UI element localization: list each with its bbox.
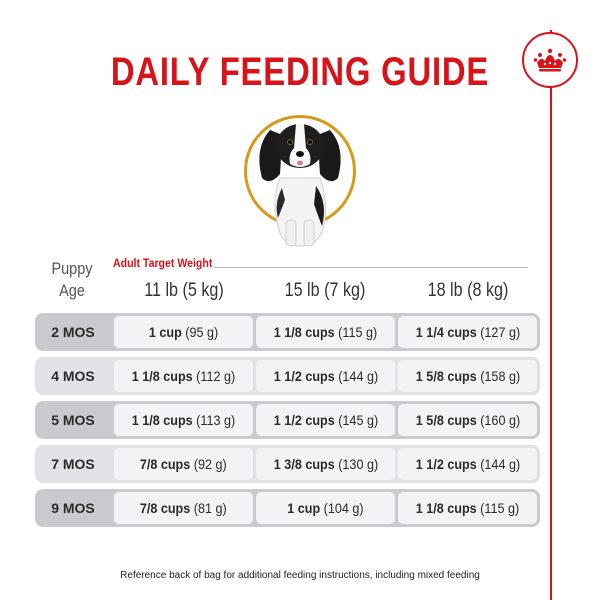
table-row: 5 MOS 1 1/8 cups (113 g) 1 1/2 cups (145… [35,401,540,439]
feeding-cell: 1 cup (104 g) [256,492,395,524]
row-age-label: 9 MOS [51,500,95,516]
puppy-age-header: Puppy Age [51,259,93,300]
feeding-cell: 7/8 cups (81 g) [114,492,253,524]
column-header-11lb: 11 lb (5 kg) [144,280,224,301]
table-row: 7 MOS 7/8 cups (92 g) 1 3/8 cups (130 g)… [35,445,540,483]
adult-target-weight-rule [214,267,528,268]
adult-target-weight-label: Adult Target Weight [113,256,213,270]
column-header-15lb: 15 lb (7 kg) [284,280,366,301]
feeding-cell: 1 1/8 cups (113 g) [114,404,253,436]
feeding-cell: 1 1/8 cups (115 g) [256,316,395,348]
feeding-cell: 1 1/2 cups (145 g) [256,404,395,436]
feeding-cell: 1 1/8 cups (115 g) [398,492,537,524]
row-age-label: 5 MOS [51,412,95,428]
table-row: 2 MOS 1 cup (95 g) 1 1/8 cups (115 g) 1 … [35,313,540,351]
feeding-cell: 1 cup (95 g) [114,316,253,348]
feeding-cell: 1 5/8 cups (160 g) [398,404,537,436]
feeding-cell: 1 1/4 cups (127 g) [398,316,537,348]
brand-logo-badge [522,32,578,88]
brand-divider-line [550,30,552,600]
table-row: 9 MOS 7/8 cups (81 g) 1 cup (104 g) 1 1/… [35,489,540,527]
feeding-cell: 7/8 cups (92 g) [114,448,253,480]
row-age-label: 4 MOS [51,368,95,384]
feeding-cell: 1 1/2 cups (144 g) [256,360,395,392]
feeding-cell: 1 5/8 cups (158 g) [398,360,537,392]
column-header-18lb: 18 lb (8 kg) [427,280,509,301]
puppy-photo [259,124,341,247]
page-title: DAILY FEEDING GUIDE [110,50,490,94]
footer-note: Reference back of bag for additional fee… [120,570,480,581]
table-row: 4 MOS 1 1/8 cups (112 g) 1 1/2 cups (144… [35,357,540,395]
royal-crown-icon [533,48,567,72]
row-age-label: 7 MOS [51,456,95,472]
feeding-cell: 1 3/8 cups (130 g) [256,448,395,480]
row-age-label: 2 MOS [51,324,95,340]
feeding-cell: 1 1/8 cups (112 g) [114,360,253,392]
feeding-cell: 1 1/2 cups (144 g) [398,448,537,480]
